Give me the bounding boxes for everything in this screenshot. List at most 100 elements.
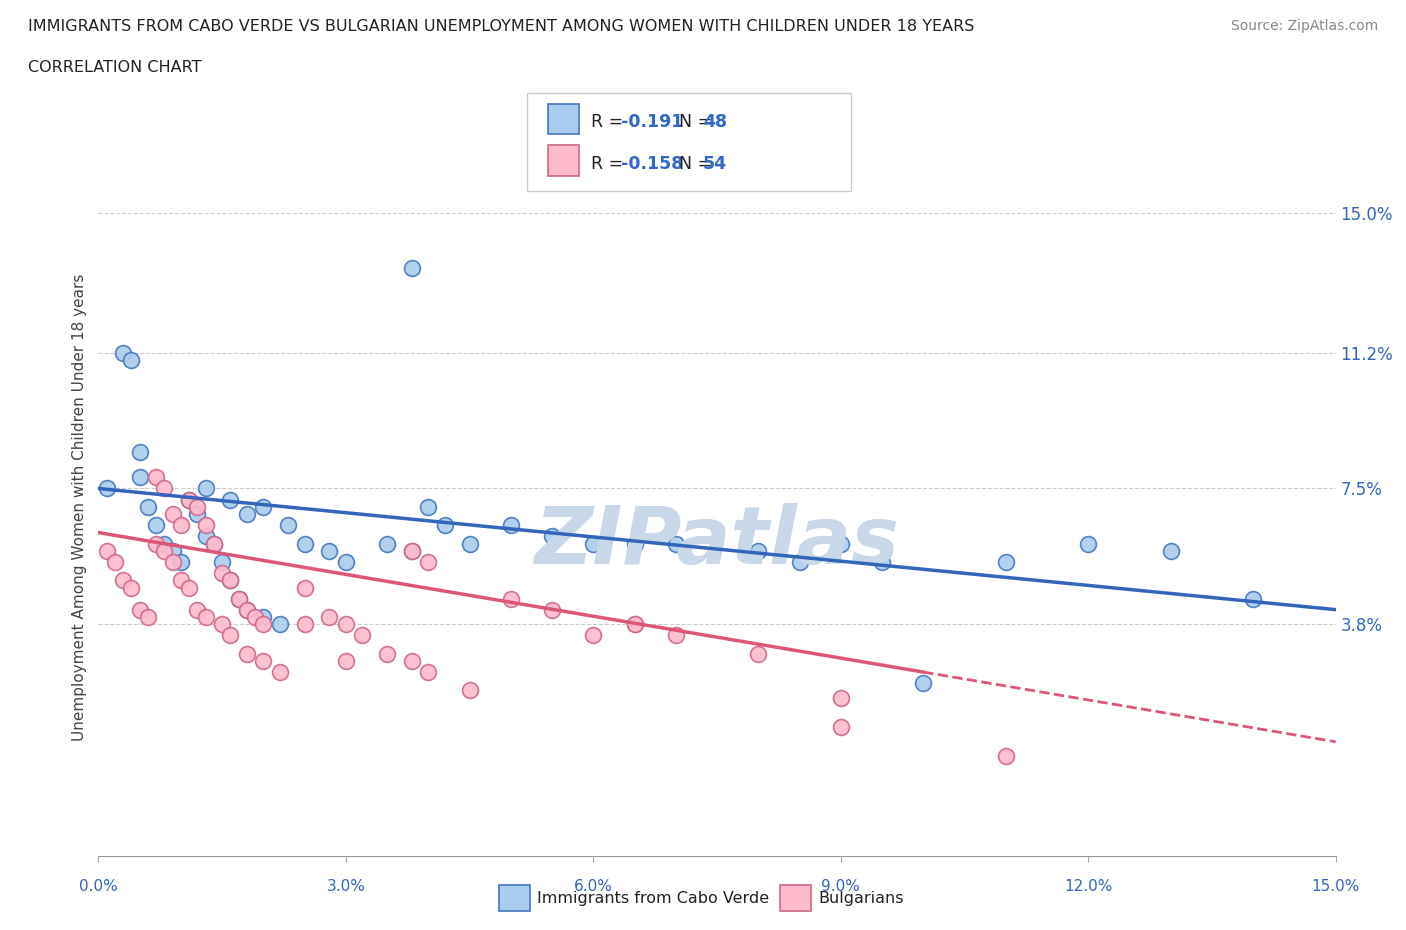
Text: ZIPatlas: ZIPatlas [534,503,900,580]
Text: Source: ZipAtlas.com: Source: ZipAtlas.com [1230,19,1378,33]
Text: 48: 48 [703,113,727,131]
Point [401,260,423,275]
Point [153,536,176,551]
Text: Immigrants from Cabo Verde: Immigrants from Cabo Verde [537,891,769,906]
Point [252,654,274,669]
Point [219,573,242,588]
Point [294,536,316,551]
Point [145,518,167,533]
Point [194,518,217,533]
Point [179,580,201,595]
Point [335,654,357,669]
Point [830,690,852,705]
Point [228,591,250,606]
Point [433,518,456,533]
Point [665,536,688,551]
Point [1077,536,1099,551]
Point [136,609,159,624]
Point [252,609,274,624]
Point [153,481,176,496]
Point [1160,543,1182,558]
Point [418,554,440,569]
Text: 3.0%: 3.0% [326,879,366,894]
Point [162,543,184,558]
Point [912,675,935,690]
Point [458,683,481,698]
Point [401,543,423,558]
Point [277,518,299,533]
Text: 0.0%: 0.0% [79,879,118,894]
Point [219,492,242,507]
Text: Bulgarians: Bulgarians [818,891,904,906]
Point [747,543,769,558]
Point [112,573,135,588]
Point [128,603,150,618]
Text: -0.191: -0.191 [621,113,683,131]
Point [112,345,135,360]
Text: 12.0%: 12.0% [1064,879,1112,894]
Point [228,591,250,606]
Point [145,536,167,551]
Point [153,543,176,558]
Point [186,499,208,514]
Point [202,536,225,551]
Point [830,536,852,551]
Point [541,529,564,544]
Point [96,543,118,558]
Point [269,665,291,680]
Point [789,554,811,569]
Text: R =: R = [591,113,628,131]
Text: CORRELATION CHART: CORRELATION CHART [28,60,201,75]
Point [294,617,316,631]
Point [418,665,440,680]
Point [294,580,316,595]
Point [252,499,274,514]
Text: IMMIGRANTS FROM CABO VERDE VS BULGARIAN UNEMPLOYMENT AMONG WOMEN WITH CHILDREN U: IMMIGRANTS FROM CABO VERDE VS BULGARIAN … [28,19,974,33]
Point [136,499,159,514]
Point [623,617,645,631]
Point [170,554,193,569]
Point [318,543,340,558]
Point [211,554,233,569]
Point [219,573,242,588]
Point [236,603,259,618]
Point [128,445,150,459]
Point [162,554,184,569]
Y-axis label: Unemployment Among Women with Children Under 18 years: Unemployment Among Women with Children U… [72,273,87,740]
Text: N =: N = [668,155,717,173]
Point [120,352,142,367]
Point [375,646,398,661]
Point [269,617,291,631]
Point [499,518,522,533]
Point [352,628,374,643]
Text: 15.0%: 15.0% [1312,879,1360,894]
Point [211,617,233,631]
Point [541,603,564,618]
Point [211,565,233,580]
Text: 9.0%: 9.0% [821,879,860,894]
Text: N =: N = [668,113,717,131]
Point [582,628,605,643]
Point [236,646,259,661]
Point [186,603,208,618]
Point [179,492,201,507]
Point [582,536,605,551]
Point [194,609,217,624]
Point [128,470,150,485]
Point [401,543,423,558]
Point [665,628,688,643]
Point [186,507,208,522]
Point [202,536,225,551]
Point [458,536,481,551]
Point [120,580,142,595]
Point [162,507,184,522]
Point [179,492,201,507]
Point [194,529,217,544]
Point [623,536,645,551]
Point [1241,591,1264,606]
Text: 54: 54 [703,155,727,173]
Point [104,554,127,569]
Point [375,536,398,551]
Point [96,481,118,496]
Point [252,617,274,631]
